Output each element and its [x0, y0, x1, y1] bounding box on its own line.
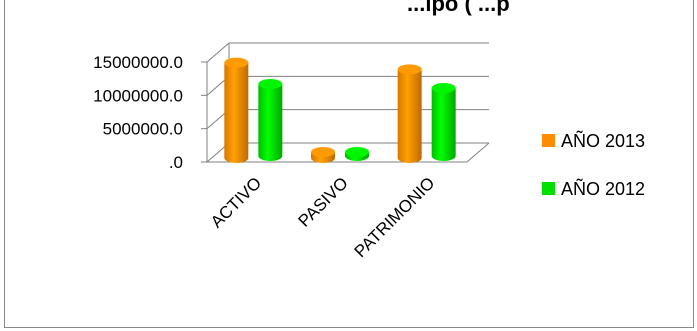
bar-patrimonio-series2 — [431, 83, 456, 161]
y-tick-label: 5000000.0 — [103, 120, 183, 139]
legend-label: AÑO 2013 — [561, 130, 645, 151]
y-axis-ticks: 15000000.0 10000000.0 5000000.0 .0 — [93, 53, 207, 172]
category-label: ACTIVO — [207, 173, 265, 231]
bar-body — [431, 88, 456, 161]
bar-body — [258, 84, 283, 161]
chart-title: ...ipo ( ...p — [407, 0, 510, 16]
category-label: PATRIMONIO — [351, 173, 439, 261]
bars — [224, 57, 456, 164]
bar-pasivo-series2 — [345, 147, 369, 161]
bar-top — [258, 79, 283, 89]
bar-activo-series1 — [224, 57, 249, 164]
y-tick-label: 15000000.0 — [93, 53, 183, 72]
legend-swatch — [542, 182, 555, 195]
bar-top — [431, 83, 456, 93]
bar-activo-series2 — [258, 79, 283, 161]
bar-pasivo-series1 — [311, 147, 335, 163]
gridline — [206, 42, 489, 63]
bar-body — [224, 62, 249, 164]
bar-top — [224, 57, 249, 68]
bar-body — [397, 69, 422, 164]
y-tick-label: .0 — [169, 153, 183, 172]
y-tick-label: 10000000.0 — [93, 86, 183, 105]
floor-right-edge — [466, 142, 490, 163]
chart-frame: ...ipo ( ...p 15000000.0 10000000.0 500000… — [4, 0, 694, 328]
bar-top — [345, 147, 369, 157]
legend: AÑO 2013 AÑO 2012 — [542, 130, 645, 199]
bar-top — [311, 147, 335, 157]
bar-patrimonio-series1 — [397, 64, 422, 164]
legend-swatch — [542, 134, 555, 147]
category-label: PASIVO — [295, 173, 352, 230]
legend-label: AÑO 2012 — [561, 178, 645, 199]
bar-chart: ...ipo ( ...p 15000000.0 10000000.0 500000… — [93, 0, 645, 261]
bar-top — [397, 64, 422, 75]
